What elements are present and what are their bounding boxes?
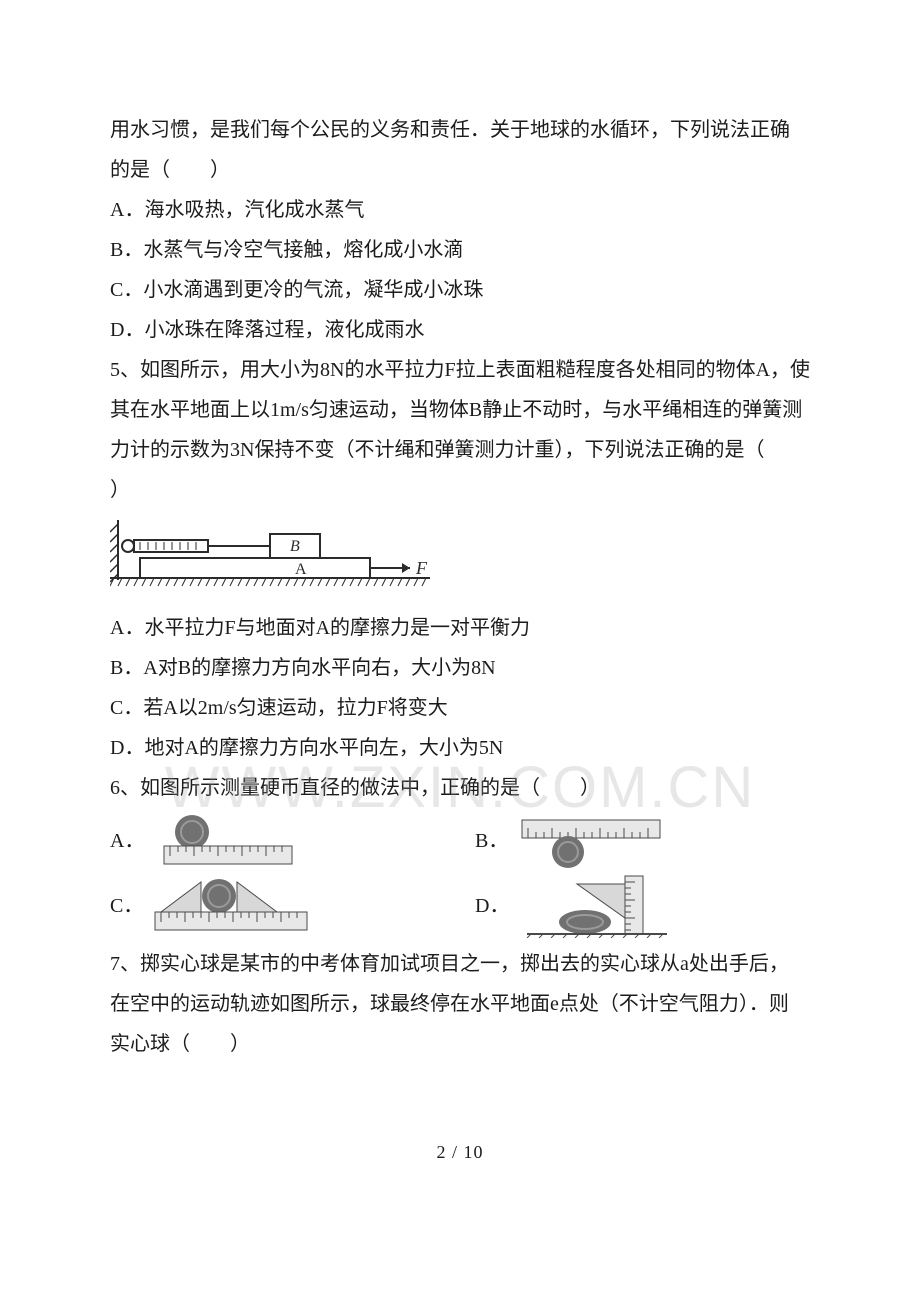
q7-line-2: 在空中的运动轨迹如图所示，球最终停在水平地面e点处（不计空气阻力）．则 [110,984,810,1024]
intro-line-2: 的是（ ） [110,150,810,190]
q4-option-a: A．海水吸热，汽化成水蒸气 [110,190,810,230]
q6-label-b: B． [475,821,508,861]
q6-row-2: C． D． [110,874,810,938]
q6-label-c: C． [110,886,143,926]
q5-label-a: A [295,561,307,578]
q5-stem-2: 其在水平地面上以1m/s匀速运动，当物体B静止不动时，与水平绳相连的弹簧测 [110,390,810,430]
q5-option-b: B．A对B的摩擦力方向水平向右，大小为8N [110,648,810,688]
q5-option-d: D．地对A的摩擦力方向水平向左，大小为5N [110,728,810,768]
q6-row-1: A． B． [110,814,810,868]
q6-option-c: C． [110,876,445,936]
q5-stem-3: 力计的示数为3N保持不变（不计绳和弹簧测力计重），下列说法正确的是（ [110,430,810,470]
q4-option-b: B．水蒸气与冷空气接触，熔化成小水滴 [110,230,810,270]
q5-label-b: B [290,538,300,555]
q5-option-c: C．若A以2m/s匀速运动，拉力F将变大 [110,688,810,728]
q7-line-3: 实心球（ ） [110,1024,810,1064]
page-content: 用水习惯，是我们每个公民的义务和责任．关于地球的水循环，下列说法正确 的是（ ）… [110,110,810,1064]
q6-option-d: D． [475,874,810,938]
q6-option-a: A． [110,814,445,868]
q6-label-a: A． [110,821,144,861]
q6-diagram-c [151,876,311,936]
q5-stem-4: ） [110,470,810,510]
q6-stem: 6、如图所示测量硬币直径的做法中，正确的是（ ） [110,768,810,808]
q6-label-d: D． [475,886,509,926]
q6-diagram-a [152,814,302,868]
q7-line-1: 7、掷实心球是某市的中考体育加试项目之一，掷出去的实心球从a处出手后， [110,944,810,984]
q5-option-a: A．水平拉力F与地面对A的摩擦力是一对平衡力 [110,608,810,648]
q6-diagram-d [517,874,677,938]
q6-diagram-b [516,814,666,868]
q5-stem-1: 5、如图所示，用大小为8N的水平拉力F拉上表面粗糙程度各处相同的物体A，使 [110,350,810,390]
q4-option-d: D．小冰珠在降落过程，液化成雨水 [110,310,810,350]
q5-label-f: F [415,558,428,578]
intro-line-1: 用水习惯，是我们每个公民的义务和责任．关于地球的水循环，下列说法正确 [110,110,810,150]
page-footer: 2 / 10 [110,1134,810,1170]
q6-option-b: B． [475,814,810,868]
q4-option-c: C．小水滴遇到更冷的气流，凝华成小冰珠 [110,270,810,310]
q5-diagram: B A F [110,516,430,602]
